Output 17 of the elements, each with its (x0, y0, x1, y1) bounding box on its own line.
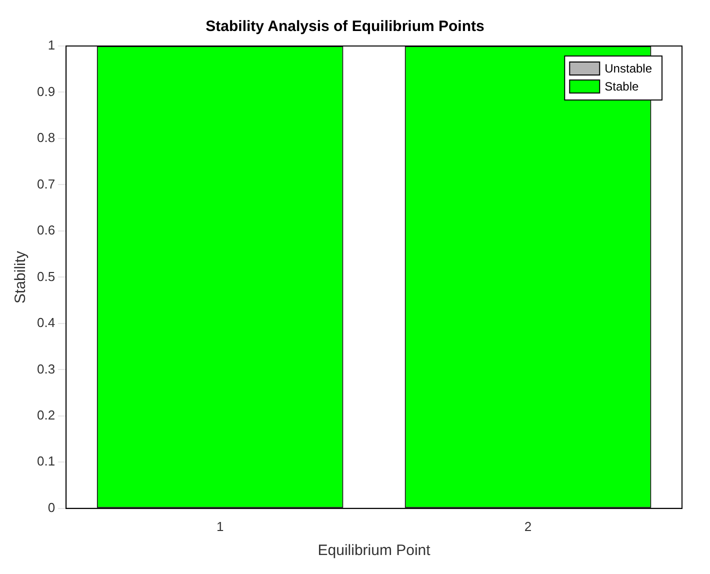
y-tick-label: 0.2 (36, 408, 56, 422)
y-tick-label: 0.1 (36, 454, 56, 469)
y-axis-title: Stability (12, 250, 30, 304)
y-tick-label: 0.8 (36, 130, 56, 146)
y-tick-label: 0.5 (36, 268, 56, 284)
y-tick-label: 0.7 (36, 176, 56, 192)
y-tick-label: 1 (48, 38, 56, 53)
legend-label: Stable (604, 79, 639, 94)
x-tick-label: 2 (524, 518, 532, 534)
chart-title: Stability Analysis of Equilibrium Points (206, 18, 484, 36)
y-tick-label: 0 (48, 500, 56, 515)
y-tick-label: 0.4 (36, 315, 56, 330)
y-tick-label: 0.9 (36, 84, 56, 99)
y-tick-label: 0.3 (36, 361, 56, 376)
y-tick-label: 0.6 (36, 222, 56, 238)
legend-label: Unstable (604, 61, 652, 76)
x-axis-title: Equilibrium Point (318, 542, 432, 560)
